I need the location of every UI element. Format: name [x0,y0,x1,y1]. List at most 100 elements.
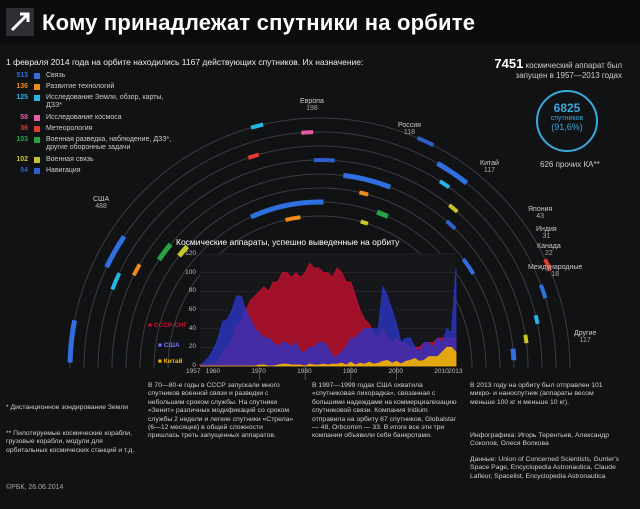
page-title: Кому принадлежат спутники на орбите [42,10,476,35]
y-tick-label: 120 [185,250,196,257]
country-value: 31 [542,233,551,240]
satellite-segment [110,272,122,291]
header-bar: Кому принадлежат спутники на орбите [0,0,640,44]
total-text: космический аппарат был запущен в 1957—2… [515,61,622,80]
country-name: Индия [536,226,557,233]
legend-item: 58 Исследование космоса [6,114,176,122]
legend-label: Развитие технологий [46,83,115,90]
country-label: Индия 31 [536,226,557,240]
satellite-segment [250,122,264,130]
satellite-segment [177,244,190,258]
satellite-segment [543,258,553,272]
series-label: ■ США [158,342,180,349]
orbit-ring [69,117,571,369]
legend-item: 125 Исследование Земли, обзор, карты, ДЗЗ… [6,94,176,110]
y-tick-label: 100 [185,268,196,276]
legend-count: 94 [20,167,28,174]
satellite-segment [285,215,301,222]
y-tick-label: 40 [188,324,196,332]
note-star2: ** Пилотируемые космические корабли, гру… [6,430,135,454]
legend-item: 102 Военная связь [6,156,176,164]
active-satellites-circle: 6825 спутников (91,6%) [536,90,598,152]
country-value: 488 [95,203,107,210]
country-name: Россия [398,122,421,129]
satellite-segment [358,190,369,197]
satellite-segment [448,203,459,214]
satellite-segment [301,130,314,135]
intro-text: 1 февраля 2014 года на орбите находились… [6,57,364,67]
other-craft: 626 прочих КА** [540,160,600,169]
country-value: 118 [403,129,416,136]
country-label: США 488 [93,196,109,210]
country-name: Европа [300,98,324,105]
satellite-segment [438,179,451,190]
note-micro: В 2013 году на орбиту был отправлен 101 … [470,382,603,406]
legend-swatch [34,168,40,174]
y-tick-label: 60 [188,306,196,313]
legend-label: Навигация [46,167,81,174]
country-label: Канада 22 [537,243,561,257]
active-word: спутников [550,115,584,122]
country-name: Канада [537,243,561,250]
legend-label: Связь [46,72,66,79]
legend-swatch [34,115,40,121]
satellite-segment [360,219,369,226]
country-label: Европа 198 [300,98,324,112]
legend-item: 136 Развитие технологий [6,83,176,91]
satellite-segment [247,152,260,160]
legend-label: Военная связь [46,156,94,163]
x-tick-label: 1980 [297,368,312,375]
satellite-segment [156,242,173,262]
legend-label: Метеорология [46,125,93,132]
legend-swatch [34,73,40,79]
copyright: ©РБК, 26.06.2014 [6,484,64,491]
satellite-segment [510,348,517,361]
satellite-segment [131,263,142,277]
legend-item: 94 Навигация [6,167,176,175]
x-tick-label: 1970 [251,368,266,375]
orbit-ring [125,173,515,369]
legend-item: 513 Связь [6,72,176,80]
country-value: 117 [483,167,496,174]
country-label: Япония 43 [528,206,552,220]
country-value: 18 [551,271,560,278]
credits: Инфографика: Игорь Терентьев, Александр … [470,432,610,448]
legend-label: Исследование Земли, обзор, карты, ДЗЗ* [46,94,164,109]
satellite-segment [67,319,78,363]
satellite-segment [445,219,457,231]
satellite-segment [436,161,469,186]
legend-count: 102 [16,156,28,163]
satellite-segment [523,334,529,344]
active-count: 6825 [553,101,581,115]
country-name: Международные [528,264,583,271]
legend-label: Исследование космоса [46,114,122,121]
orbit-ring [139,187,501,369]
legend-count: 125 [16,94,28,101]
country-value: 22 [544,250,553,257]
chart-title: Космические аппараты, успешно выведенные… [176,237,400,247]
y-tick-label: 20 [188,343,196,351]
active-percent: (91,6%) [551,122,583,132]
x-tick-label: 2000 [388,368,404,375]
series-label: ■ Китай [158,358,183,365]
y-tick-label: 0 [192,362,196,369]
series-area [199,267,457,367]
country-label: Китай 117 [480,160,499,174]
satellite-segment [104,234,127,269]
country-name: США [93,196,110,203]
legend-swatch [34,157,40,163]
satellite-segment [416,135,435,147]
legend-label: Военная разведка, наблюдение, ДЗЗ*, друг… [46,136,172,151]
satellite-segment [343,172,392,190]
total-count: 7451 [494,56,524,71]
x-tick-label: 1990 [342,368,358,375]
satellite-segment [533,314,540,325]
country-label: Россия 118 [398,122,421,136]
country-label: Международные 18 [528,264,582,278]
satellite-segment [249,199,324,220]
legend-item: 103 Военная разведка, наблюдение, ДЗЗ*, д… [6,136,176,152]
satellite-segment [376,209,389,219]
country-name: Китай [480,160,499,167]
